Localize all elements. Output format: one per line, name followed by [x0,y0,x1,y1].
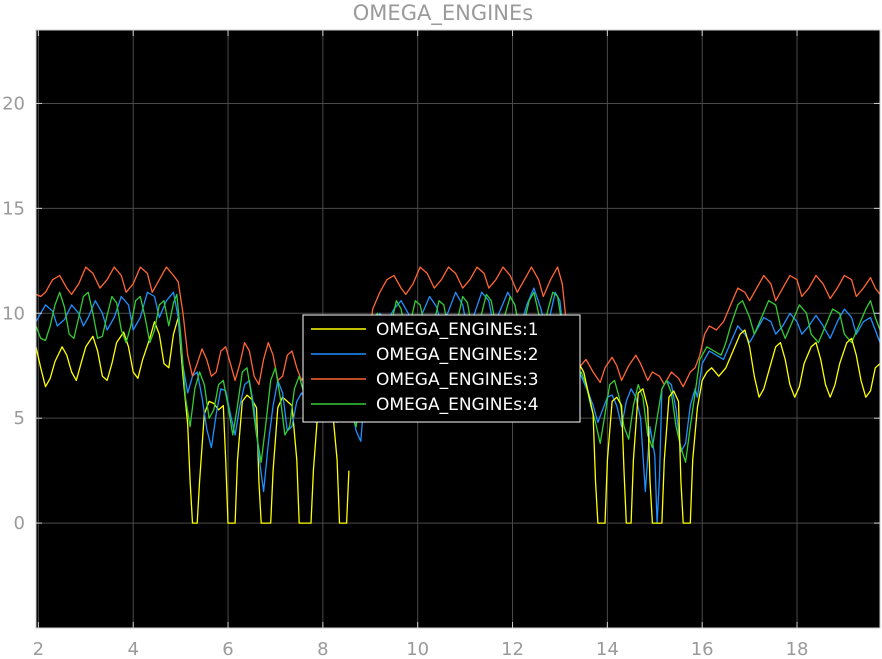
x-tick-label: 14 [596,639,619,659]
x-tick-label: 6 [222,639,233,659]
series-layer [35,266,881,524]
x-tick-label: 4 [127,639,138,659]
legend-label: OMEGA_ENGINEs:3 [376,370,539,390]
series-line-4 [35,291,881,463]
y-tick-label: 15 [2,198,25,219]
x-tick-label: 8 [317,639,328,659]
x-tick-label: 18 [786,639,809,659]
series-line-3 [35,266,881,388]
x-tick-label: 10 [406,639,429,659]
x-tick-label: 2 [33,639,44,659]
legend-label: OMEGA_ENGINEs:2 [376,345,539,365]
y-tick-label: 0 [14,513,25,534]
y-tick-label: 5 [14,408,25,429]
legend-label: OMEGA_ENGINEs:1 [376,320,539,340]
series-line-1 [35,316,350,524]
series-line-2 [35,287,881,524]
axis-layer: 2 4 6 8 10 12 14 16 18 0 5 10 15 20 [2,29,881,659]
legend: OMEGA_ENGINEs:1 OMEGA_ENGINEs:2 OMEGA_ENGI… [302,314,581,423]
chart-title: OMEGA_ENGINEs [353,1,533,26]
y-tick-label: 20 [2,93,25,114]
legend-label: OMEGA_ENGINEs:4 [376,395,539,415]
x-tick-label: 16 [691,639,714,659]
plot-frame [35,29,881,629]
x-tick-label: 12 [501,639,524,659]
legend-box [302,314,581,423]
series-line-1-segment [573,329,881,524]
y-tick-label: 10 [2,303,25,324]
